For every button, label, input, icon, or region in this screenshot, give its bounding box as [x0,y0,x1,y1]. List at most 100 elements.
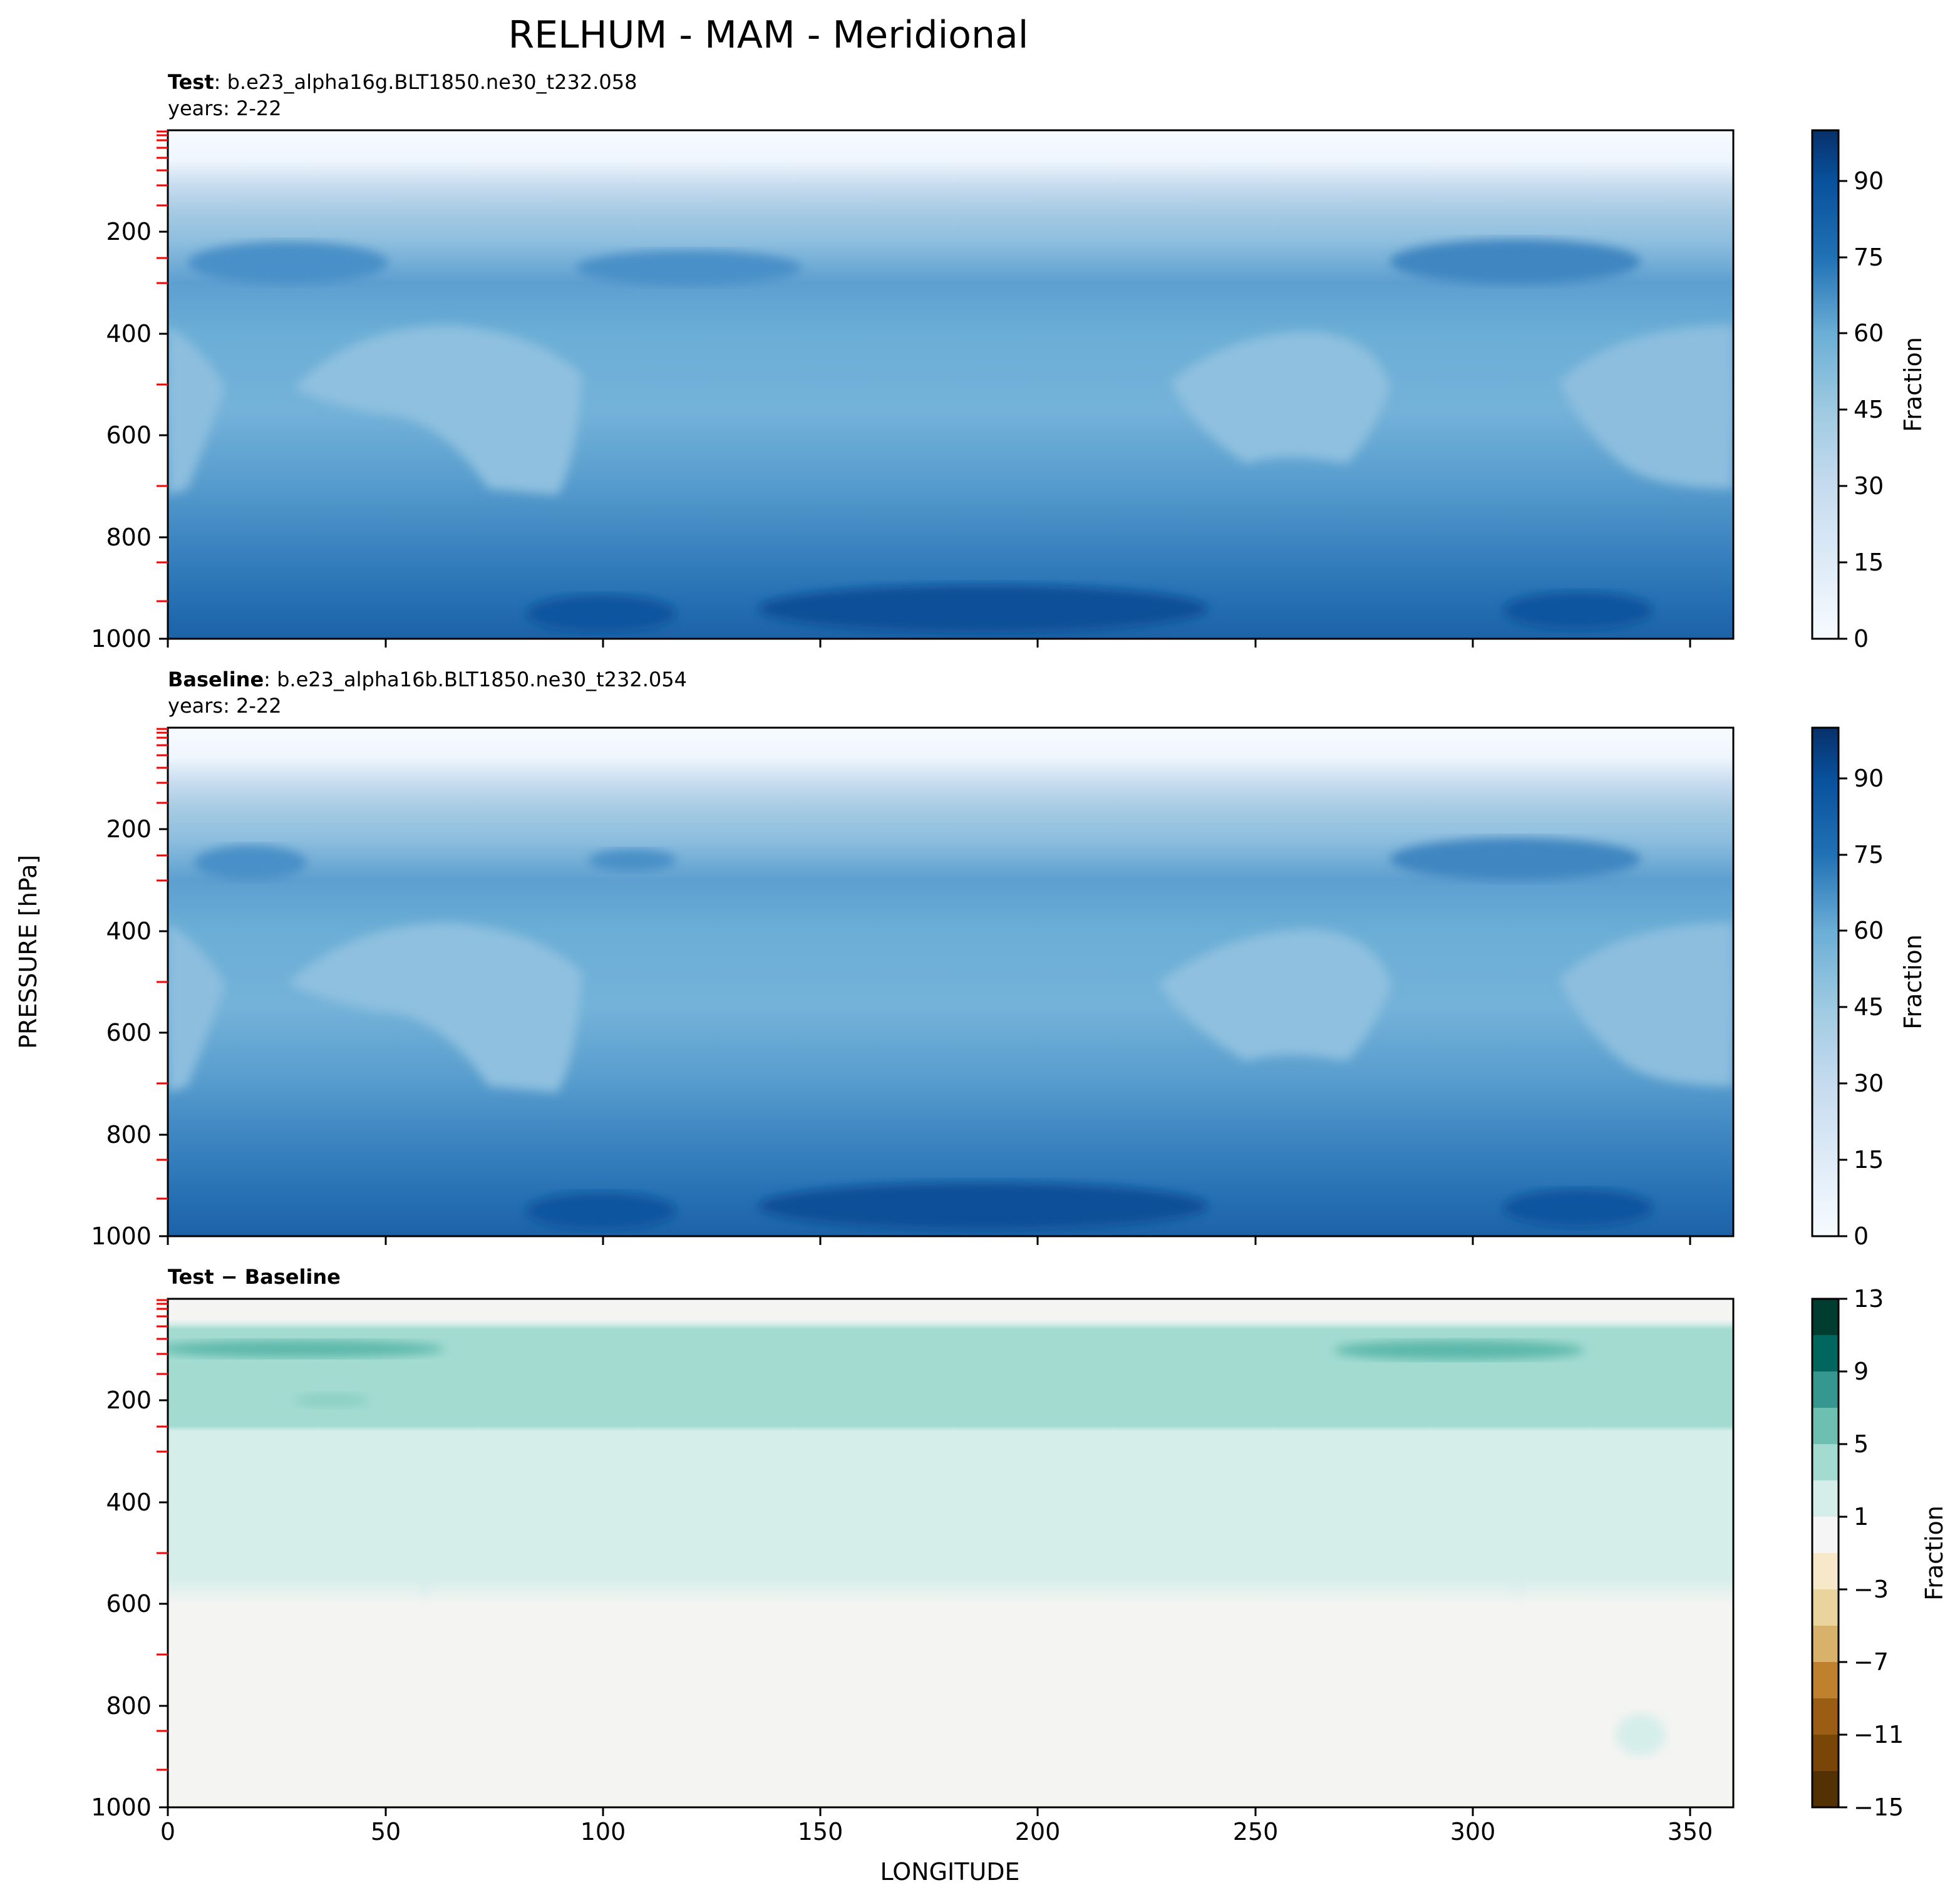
cbar-step [1812,1371,1839,1408]
panel-diff-x-ticks: 0 50 100 150 200 250 300 350 [160,1807,1713,1846]
bl-max-1 [758,585,1209,632]
y-tick-label: 1000 [91,1794,152,1821]
y-tick-label: 800 [106,1121,152,1149]
y-tick-label: 400 [106,917,152,945]
diff-max-2 [1334,1340,1584,1360]
panel-test-title-case: : b.e23_alpha16g.BLT1850.ne30_t232.058 [214,70,637,94]
moist-band-3 [1390,838,1641,880]
panel-diff-plot-area: 200 400 600 800 1000 0 50 100 150 [91,1298,1735,1846]
x-tick-label: 0 [160,1818,175,1846]
diff-colorbar-steps [1812,1299,1839,1807]
panel-baseline-y-ticks: 200 400 600 800 1000 [91,815,168,1250]
panel-test-title-bold: Test [168,70,214,94]
cbar-tick-label: −11 [1854,1721,1904,1748]
dry-lobe-1 [168,923,225,1092]
moist-band-3 [1390,239,1641,284]
cbar-tick-label: 13 [1854,1285,1884,1313]
panel-diff-colorbar: −15 −11 −7 −3 1 5 9 13 Fraction [1811,1285,1948,1821]
cbar-tick-label: 75 [1854,841,1884,869]
panel-baseline-features [168,838,1733,1230]
cbar-tick-label: 30 [1854,1070,1884,1097]
cbar-tick-label: 9 [1854,1358,1869,1385]
dry-lobe-1 [168,326,225,495]
panel-baseline: Baseline: b.e23_alpha16b.BLT1850.ne30_t2… [91,668,1927,1250]
cbar-tick-label: 90 [1854,765,1884,792]
diff-max-1 [168,1340,445,1358]
panel-diff-features [168,1340,1733,1756]
panel-baseline-plot-area: 200 400 600 800 1000 [91,726,1735,1250]
y-tick-label: 600 [106,1019,152,1046]
x-tick-label: 150 [798,1818,843,1846]
moist-band-1 [188,242,388,284]
bl-max-1 [758,1182,1209,1230]
panel-test-y-ticks: 200 400 600 800 1000 [91,218,168,653]
cbar-tick-label: 45 [1854,396,1884,423]
dry-lobe-3 [1158,929,1391,1061]
panel-test-title: Test: b.e23_alpha16g.BLT1850.ne30_t232.0… [168,70,637,94]
colorbar-label: Fraction [1899,934,1927,1030]
panel-baseline-title-bold: Baseline [168,668,264,691]
colorbar-fill [1811,129,1840,640]
colorbar-label: Fraction [1899,337,1927,432]
dry-lobe-3 [1171,332,1390,463]
bl-max-2 [526,595,676,632]
dry-lobe-4 [1559,923,1733,1086]
cbar-step [1812,1480,1839,1517]
colorbar-label: Fraction [1921,1505,1948,1601]
diff-plume-3 [1666,1490,1733,1578]
cbar-tick-label: 45 [1854,993,1884,1021]
cbar-step [1812,1553,1839,1589]
panel-baseline-subtitle: years: 2-22 [168,694,282,718]
x-tick-label: 250 [1233,1818,1279,1846]
cbar-step [1812,1626,1839,1662]
moist-band-2 [576,250,802,286]
y-tick-label: 800 [106,524,152,551]
x-tick-label: 50 [371,1818,401,1846]
panel-diff-y-ticks: 200 400 600 800 1000 [91,1386,168,1821]
cbar-tick-label: 5 [1854,1430,1869,1458]
panel-test-colorbar: 0 15 30 45 60 75 90 Fraction [1811,129,1927,653]
y-tick-label: 200 [106,218,152,245]
cbar-step [1812,1771,1839,1807]
cbar-tick-label: −3 [1854,1576,1889,1603]
cbar-step [1812,1589,1839,1626]
panel-test-subtitle: years: 2-22 [168,96,282,120]
panel-test-features [168,239,1733,632]
diff-max-3 [294,1393,369,1408]
panel-diff-level-ticks [157,1299,168,1771]
figure-title: RELHUM - MAM - Meridional [508,13,1029,57]
y-tick-label: 200 [106,815,152,843]
panel-test: Test: b.e23_alpha16g.BLT1850.ne30_t232.0… [91,70,1927,653]
bl-max-3 [1503,592,1653,629]
cbar-step [1812,1517,1839,1553]
y-tick-label: 800 [106,1692,152,1720]
dry-lobe-2 [288,923,582,1092]
y-tick-label: 400 [106,1489,152,1516]
y-tick-label: 1000 [91,625,152,653]
panel-diff: Test − Baseline [91,1265,1948,1846]
y-axis-label: PRESSURE [hPa] [14,855,42,1049]
panel-test-level-ticks [157,130,168,602]
moist-band-1 [194,845,307,880]
cbar-tick-label: 15 [1854,1146,1884,1174]
bl-max-2 [526,1192,676,1230]
dry-lobe-4 [1559,326,1733,488]
panel-baseline-colorbar: 0 15 30 45 60 75 90 Fraction [1811,726,1927,1250]
y-tick-label: 600 [106,421,152,449]
cbar-step [1812,1408,1839,1444]
cbar-tick-label: 60 [1854,319,1884,347]
panel-baseline-level-ticks [157,728,168,1200]
y-tick-label: 600 [106,1590,152,1618]
cbar-tick-label: 75 [1854,244,1884,271]
bl-max-3 [1503,1189,1653,1227]
x-axis-label: LONGITUDE [880,1858,1019,1886]
cbar-step [1812,1335,1839,1371]
x-tick-label: 200 [1015,1818,1061,1846]
diff-local-pos [1616,1713,1666,1756]
panel-test-plot-area: 200 400 600 800 1000 [91,129,1735,653]
panel-test-x-ticks [167,639,1691,648]
diff-plume-1 [376,1453,451,1603]
panel-baseline-title-case: : b.e23_alpha16b.BLT1850.ne30_t232.054 [264,668,687,691]
cbar-tick-label: 1 [1854,1503,1869,1531]
